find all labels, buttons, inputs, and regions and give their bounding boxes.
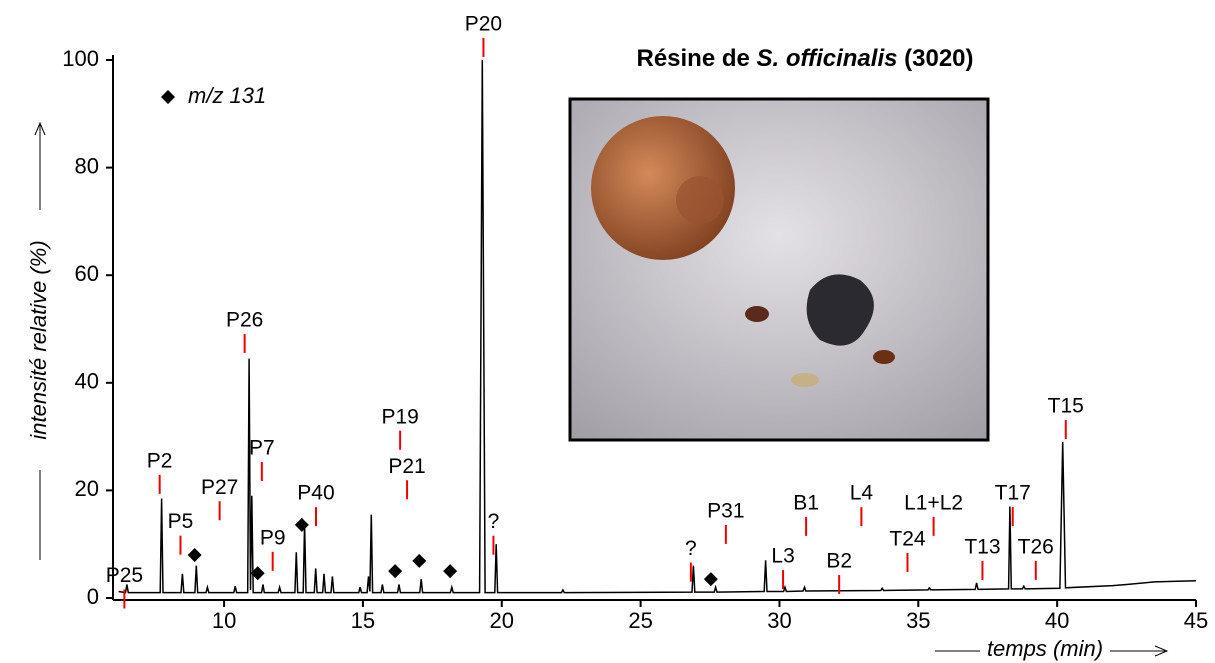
x-tick-label: 30 (767, 608, 791, 633)
photo-inset (568, 97, 990, 442)
legend-marker (161, 90, 175, 104)
peak-label: P2 (147, 449, 173, 472)
peak-label: P20 (465, 13, 502, 36)
y-axis-label: intensité relative (%) (26, 240, 51, 439)
chart-title: Résine de S. officinalis (3020) (636, 45, 973, 72)
x-tick-label: 15 (351, 608, 375, 633)
peak-label: B1 (793, 491, 819, 514)
peak-label: P5 (168, 510, 194, 533)
x-label-arrow (935, 645, 1169, 657)
x-tick-label: 45 (1184, 608, 1208, 633)
x-tick-label: 10 (212, 608, 236, 633)
y-tick-label: 100 (62, 46, 99, 71)
y-tick-label: 80 (75, 153, 99, 178)
y-tick-label: 0 (87, 584, 99, 609)
y-label-arrow (34, 121, 46, 560)
peak-label: P25 (106, 564, 143, 587)
marker (187, 547, 202, 562)
peak-label: P40 (297, 482, 334, 505)
marker (412, 553, 427, 568)
peak-label: ? (685, 537, 697, 560)
peak-label: T15 (1048, 395, 1084, 418)
x-tick-label: 25 (628, 608, 652, 633)
peak-label: ? (488, 510, 500, 533)
marker (294, 517, 309, 532)
peak-label: P26 (226, 308, 263, 331)
marker (443, 564, 458, 579)
x-axis-label: temps (min) (987, 636, 1103, 661)
y-tick-label: 60 (75, 261, 99, 286)
trace (118, 59, 1197, 594)
peak-label: B2 (826, 550, 852, 573)
peak-label: P21 (388, 455, 425, 478)
peak-label: P7 (249, 437, 275, 460)
peak-label: L3 (771, 545, 794, 568)
peak-label: P27 (201, 476, 238, 499)
peak-label: P31 (707, 499, 744, 522)
x-tick-label: 40 (1045, 608, 1069, 633)
y-tick-label: 40 (75, 369, 99, 394)
peak-label: L1+L2 (904, 491, 963, 514)
y-tick-label: 20 (75, 476, 99, 501)
legend-label: m/z 131 (188, 83, 266, 108)
marker (703, 572, 718, 587)
marker (388, 564, 403, 579)
peak-label: P9 (260, 526, 286, 549)
peak-label: T13 (964, 536, 1000, 559)
x-tick-label: 20 (490, 608, 514, 633)
marker (250, 566, 265, 581)
peak-label: L4 (850, 482, 874, 505)
x-tick-label: 35 (906, 608, 930, 633)
peak-label: T24 (889, 527, 926, 550)
peak-label: T17 (995, 482, 1031, 505)
peak-label: P19 (381, 405, 418, 428)
peak-label: T26 (1018, 536, 1054, 559)
